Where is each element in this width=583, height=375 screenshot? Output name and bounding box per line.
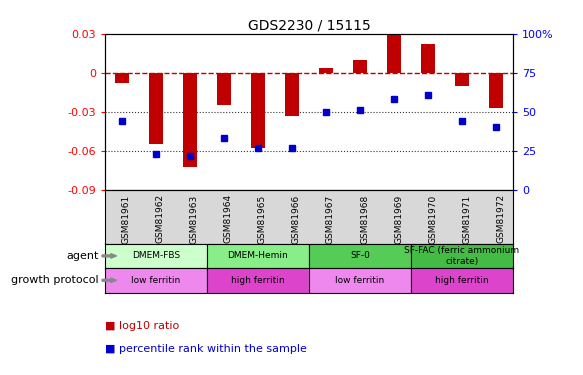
Text: high ferritin: high ferritin bbox=[231, 276, 285, 285]
Bar bbox=[411, 244, 513, 268]
Text: SF-FAC (ferric ammonium
citrate): SF-FAC (ferric ammonium citrate) bbox=[405, 246, 519, 266]
Text: GSM81962: GSM81962 bbox=[156, 194, 165, 243]
Text: growth protocol: growth protocol bbox=[12, 275, 99, 285]
Bar bbox=[217, 73, 231, 105]
Bar bbox=[353, 60, 367, 73]
Bar bbox=[105, 244, 207, 268]
Text: GSM81968: GSM81968 bbox=[360, 194, 369, 243]
Text: ■ percentile rank within the sample: ■ percentile rank within the sample bbox=[105, 344, 307, 354]
Bar bbox=[411, 268, 513, 292]
Bar bbox=[105, 268, 207, 292]
Text: agent: agent bbox=[66, 251, 99, 261]
Bar bbox=[309, 268, 411, 292]
Text: GSM81970: GSM81970 bbox=[428, 194, 437, 243]
Text: low ferritin: low ferritin bbox=[335, 276, 385, 285]
Text: GSM81961: GSM81961 bbox=[122, 194, 131, 243]
Bar bbox=[421, 44, 435, 73]
Text: GSM81963: GSM81963 bbox=[190, 194, 199, 243]
Bar bbox=[251, 73, 265, 148]
Text: GSM81965: GSM81965 bbox=[258, 194, 267, 243]
Text: DMEM-FBS: DMEM-FBS bbox=[132, 251, 180, 260]
Text: GSM81972: GSM81972 bbox=[496, 194, 505, 243]
Bar bbox=[319, 68, 333, 73]
Bar bbox=[285, 73, 298, 116]
Text: GSM81964: GSM81964 bbox=[224, 194, 233, 243]
Bar bbox=[183, 73, 196, 166]
Bar bbox=[149, 73, 163, 144]
Bar bbox=[115, 73, 129, 83]
Text: GSM81967: GSM81967 bbox=[326, 194, 335, 243]
Bar bbox=[387, 35, 401, 73]
Text: GSM81966: GSM81966 bbox=[292, 194, 301, 243]
Text: high ferritin: high ferritin bbox=[436, 276, 489, 285]
Text: GSM81971: GSM81971 bbox=[462, 194, 471, 243]
Bar bbox=[455, 73, 469, 86]
Bar bbox=[207, 268, 309, 292]
Title: GDS2230 / 15115: GDS2230 / 15115 bbox=[248, 19, 370, 33]
Text: ■ log10 ratio: ■ log10 ratio bbox=[105, 321, 179, 331]
Text: DMEM-Hemin: DMEM-Hemin bbox=[227, 251, 289, 260]
Bar bbox=[309, 244, 411, 268]
Bar bbox=[207, 244, 309, 268]
Bar bbox=[489, 73, 503, 108]
Text: GSM81969: GSM81969 bbox=[394, 194, 403, 243]
Text: SF-0: SF-0 bbox=[350, 251, 370, 260]
Text: low ferritin: low ferritin bbox=[131, 276, 181, 285]
